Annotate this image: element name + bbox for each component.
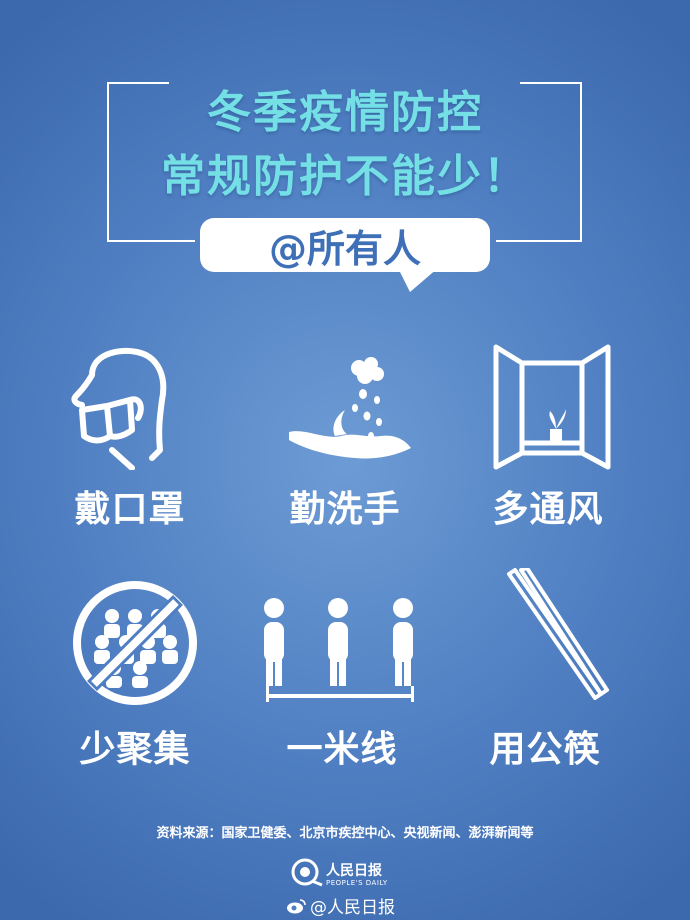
- source-note: 资料来源：国家卫健委、北京市疾控中心、央视新闻、澎湃新闻等: [156, 826, 534, 841]
- one-meter-distance-icon: [264, 598, 414, 702]
- mention-text: @所有人: [268, 226, 421, 271]
- frame-top-right: [520, 82, 582, 84]
- logo-name: 人民日报: [326, 863, 382, 879]
- tip-label-mask: 戴口罩: [74, 489, 186, 530]
- logo-subtitle: PEOPLE'S DAILY: [326, 879, 388, 887]
- title-line-1: 冬季疫情防控: [207, 87, 483, 138]
- frame-bottom-left: [107, 240, 195, 242]
- tip-label-handwash: 勤洗手: [289, 489, 401, 530]
- weibo-icon: [287, 898, 306, 913]
- frame-left: [107, 82, 109, 242]
- no-gathering-icon: [73, 581, 197, 705]
- bubble-tail-icon: [398, 268, 438, 292]
- title-line-2: 常规防护不能少！: [161, 151, 529, 202]
- tip-label-chopsticks: 用公筷: [489, 729, 601, 770]
- watermark-text: @人民日报: [310, 898, 395, 918]
- mention-bubble: @所有人: [200, 218, 490, 272]
- tip-label-no-gathering: 少聚集: [79, 729, 191, 770]
- frame-top-left: [107, 82, 169, 84]
- weibo-watermark: @人民日报: [286, 893, 395, 918]
- frame-right: [580, 82, 582, 242]
- tip-label-one-meter: 一米线: [286, 729, 398, 770]
- serving-chopsticks-icon: [507, 568, 609, 700]
- tip-label-ventilate: 多通风: [492, 489, 604, 530]
- face-mask-icon: [71, 347, 167, 470]
- open-window-icon: [493, 344, 611, 470]
- peoples-daily-logo-icon: [291, 858, 323, 887]
- frame-bottom-right: [496, 240, 582, 242]
- hand-washing-icon: [289, 357, 411, 459]
